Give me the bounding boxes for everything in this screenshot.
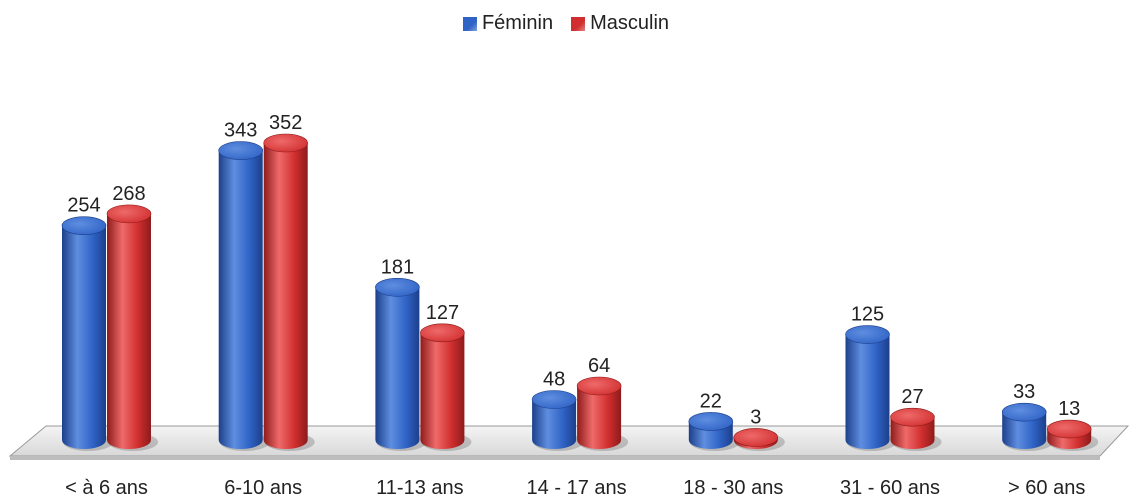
data-label-feminin-2: 181 [381, 256, 414, 278]
bar-feminin-5 [845, 325, 897, 451]
bar-masculin-6 [1046, 419, 1099, 451]
legend-label-feminin: Féminin [481, 12, 554, 34]
tick-label-1: 6-10 ans [224, 477, 302, 499]
tick-label-5: 31 - 60 ans [840, 477, 940, 499]
category-axis: < à 6 ans 6-10 ans 11-13 ans 14 - 17 ans 18 … [65, 477, 1085, 499]
bars [61, 133, 1099, 451]
bar-feminin-4 [688, 412, 740, 451]
bar-feminin-2 [375, 277, 427, 451]
legend-swatch-masculin [571, 16, 586, 31]
data-label-feminin-6: 33 [1013, 381, 1035, 403]
data-label-masculin-5: 27 [901, 386, 923, 408]
bar-masculin-1 [263, 133, 315, 451]
bar-feminin-6 [1001, 402, 1054, 451]
tick-label-2: 11-13 ans [376, 477, 463, 499]
bar-feminin-1 [218, 141, 270, 451]
legend-swatch-feminin [462, 16, 477, 31]
data-label-masculin-0: 268 [112, 183, 145, 205]
tick-label-4: 18 - 30 ans [683, 477, 783, 499]
data-label-feminin-4: 22 [700, 390, 722, 412]
legend: Féminin Masculin [0, 12, 1132, 35]
tick-label-3: 14 - 17 ans [527, 477, 627, 499]
bar-masculin-5 [890, 407, 942, 451]
tick-label-6: > 60 ans [1008, 477, 1085, 499]
bar-feminin-0 [61, 216, 113, 451]
data-label-feminin-5: 125 [851, 304, 884, 326]
data-label-masculin-2: 127 [426, 302, 459, 324]
legend-item-feminin: Féminin [462, 12, 554, 35]
data-label-masculin-6: 13 [1058, 398, 1080, 420]
data-label-masculin-4: 3 [750, 406, 761, 428]
bar-feminin-3 [531, 390, 584, 451]
bar-masculin-4 [733, 428, 785, 451]
data-label-feminin-0: 254 [67, 195, 100, 217]
tick-label-0: < à 6 ans [65, 477, 148, 499]
bar-masculin-0 [106, 204, 158, 451]
bar-masculin-3 [576, 376, 629, 451]
legend-item-masculin: Masculin [571, 12, 669, 35]
data-label-masculin-1: 352 [269, 112, 302, 134]
floor-edge [10, 456, 1100, 460]
bar-masculin-2 [420, 323, 472, 451]
data-label-feminin-3: 48 [543, 369, 565, 391]
data-label-feminin-1: 343 [224, 120, 257, 142]
legend-label-masculin: Masculin [590, 12, 670, 34]
data-label-masculin-3: 64 [588, 355, 610, 377]
